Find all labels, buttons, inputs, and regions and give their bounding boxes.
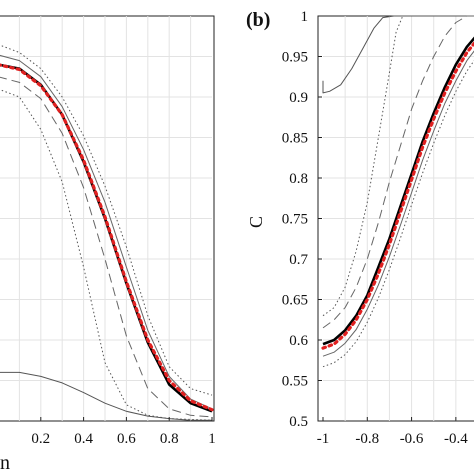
series-line-top-solid [322,15,474,94]
x-tick-label: 0.8 [160,431,179,447]
x-tick-label: 0.4 [74,431,93,447]
y-tick-label: 0.95 [282,50,308,66]
y-tick-label: 0.5 [289,414,308,430]
series-line-bold-black [0,63,213,413]
y-tick-label: 0.75 [282,212,308,228]
x-tick-label: 1 [208,431,216,447]
chart-panel-a: 0.2 0.4 0.6 0.8 1 n [0,15,216,474]
x-ticks-a: 0.2 0.4 0.6 0.8 1 [31,417,216,447]
y-tick-label: 0.65 [282,293,308,309]
series-line-red-dotted [321,41,474,350]
x-tick-label: -1 [317,431,330,447]
x-tick-label: -0.6 [400,431,424,447]
x-tick-label: -0.4 [444,431,468,447]
chart-panel-b: (b) 0.5 0.55 0.6 0.65 0.7 0.75 0.8 0.85 0.9 0.95 1… [246,9,474,447]
series-line-thin-solid [322,50,474,357]
y-tick-label: 0.8 [289,171,308,187]
series-line-thin-solid [0,54,213,410]
y-axis-label-b: C [246,216,266,228]
x-tick-label: 0.6 [117,431,136,447]
x-ticks-b: -1 -0.8 -0.6 -0.4 [317,417,468,447]
series-line-dotted-lower [0,89,213,421]
x-tick-label: -0.8 [355,431,379,447]
series-line-dotted-upper [0,44,213,396]
panel-label-b: (b) [246,9,270,31]
series-line-dashed [0,76,213,418]
y-ticks-b: 0.5 0.55 0.6 0.65 0.7 0.75 0.8 0.85 0.9 0.95 1 [282,9,322,430]
series-group-b [321,15,474,368]
series-line-bottom-solid [0,371,212,421]
y-tick-label: 0.85 [282,131,308,147]
series-line-red-dotted [0,63,214,412]
x-axis-label-a: n [0,452,10,474]
y-tick-label: 0.9 [289,90,308,106]
series-group-a [0,44,214,421]
y-tick-label: 0.6 [289,333,308,349]
grid-b [323,16,474,421]
series-line-dashed [322,15,474,329]
y-tick-label: 0.55 [282,374,308,390]
series-line-dotted-upper [322,15,474,317]
series-line-bold-black [322,36,474,346]
x-tick-label: 0.2 [31,431,50,447]
y-tick-label: 0.7 [289,252,308,268]
y-tick-label: 1 [301,9,309,25]
plot-frame-a [0,15,215,422]
